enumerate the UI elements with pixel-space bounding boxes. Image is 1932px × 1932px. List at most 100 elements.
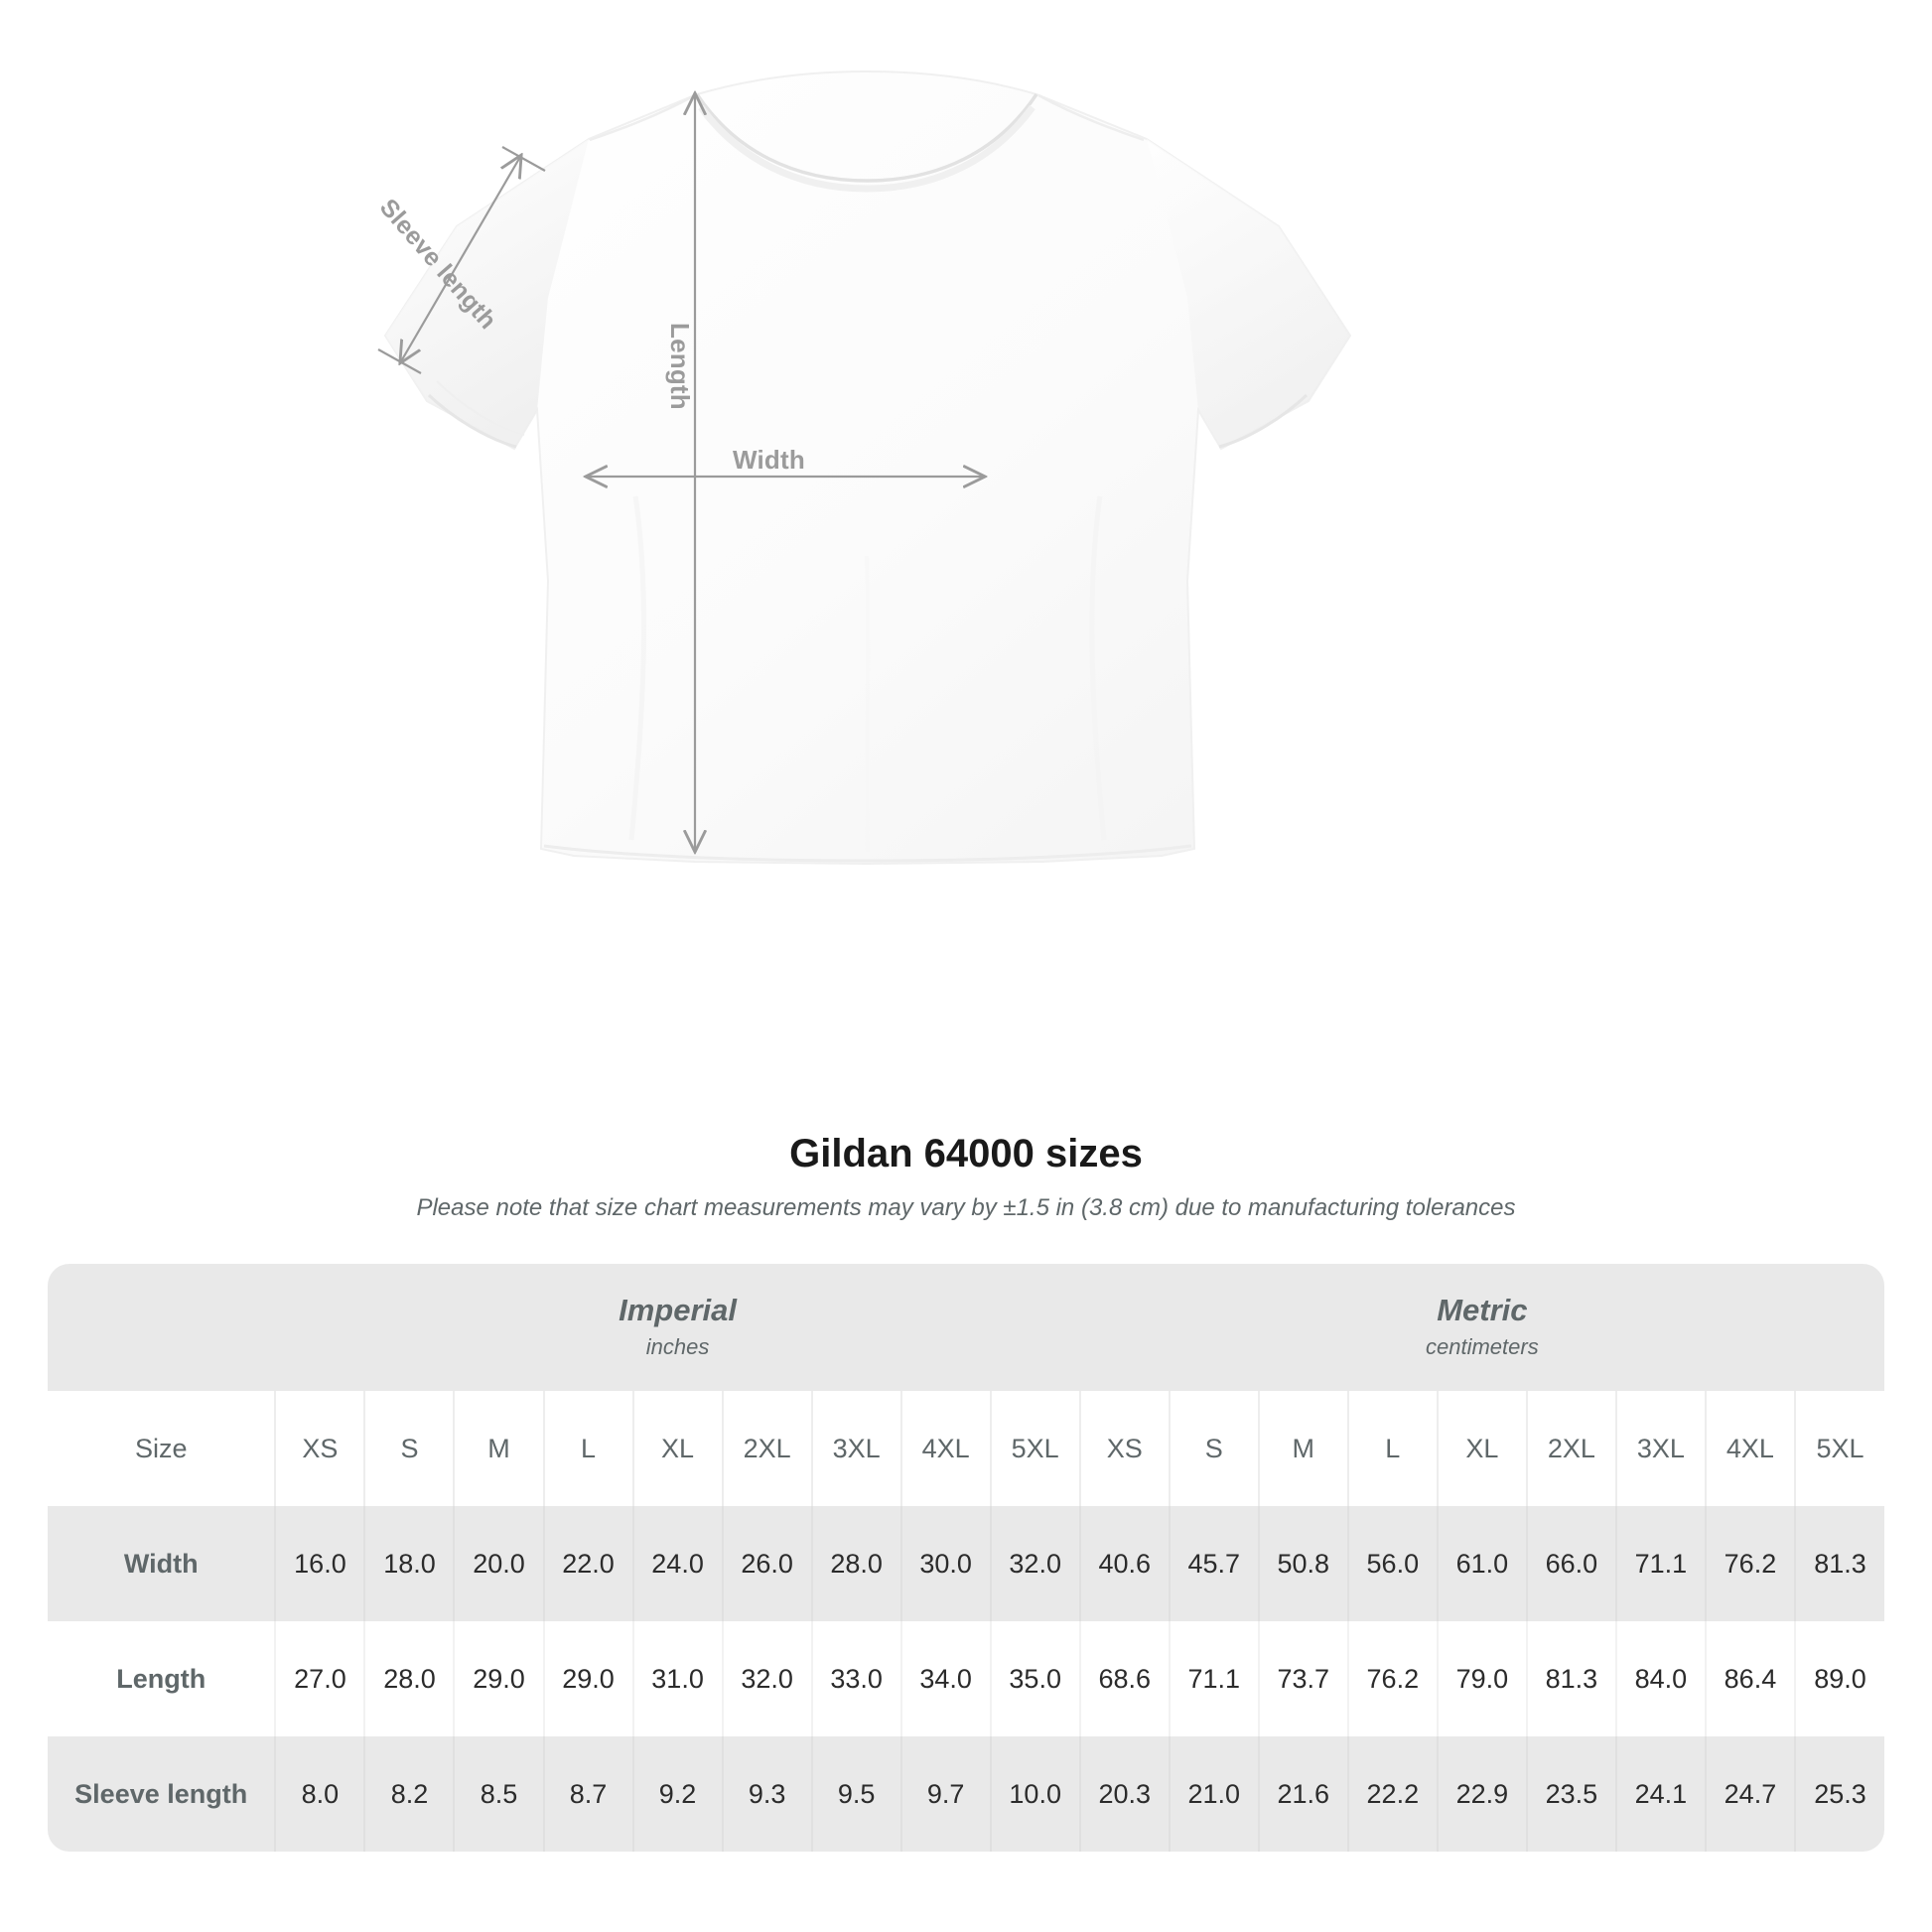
cell-length-metric-2xl: 81.3 [1525,1621,1616,1736]
cell-sleeve-imperial-3xl: 9.5 [810,1736,901,1852]
cell-width-imperial-l: 22.0 [542,1506,633,1621]
cell-length-metric-4xl: 86.4 [1704,1621,1795,1736]
tshirt-body-shape [383,69,1352,866]
column-header-imperial-2xl: 2XL [721,1391,812,1506]
cell-sleeve-imperial-4xl: 9.7 [899,1736,991,1852]
column-header-imperial-3xl: 3XL [810,1391,901,1506]
sleeve-tick-top [501,146,546,172]
unit-group-metric-name: Metric [1437,1293,1528,1328]
cell-width-imperial-3xl: 28.0 [810,1506,901,1621]
sleeve-dimension-line [401,157,520,361]
cell-length-metric-l: 76.2 [1346,1621,1438,1736]
page-title: Gildan 64000 sizes [789,1132,1143,1175]
table-row: Length 27.0 28.0 29.0 29.0 31.0 32.0 33.… [48,1621,1884,1736]
tshirt-illustration [377,69,1352,866]
unit-group-spacer [48,1264,276,1391]
cell-width-metric-5xl: 81.3 [1793,1506,1884,1621]
cell-length-metric-xs: 68.6 [1078,1621,1170,1736]
dimension-lines [377,95,983,850]
cell-width-metric-s: 45.7 [1168,1506,1259,1621]
heading-block: Gildan 64000 sizes Please note that size… [0,1122,1932,1222]
length-label: Length [665,323,695,410]
unit-group-imperial-sub: inches [645,1333,710,1359]
column-header-metric-xs: XS [1078,1391,1170,1506]
cell-width-metric-l: 56.0 [1346,1506,1438,1621]
cell-length-imperial-m: 29.0 [453,1621,544,1736]
column-header-imperial-xl: XL [631,1391,723,1506]
tolerance-note: Please note that size chart measurements… [416,1194,1516,1221]
cell-width-imperial-4xl: 30.0 [899,1506,991,1621]
cell-sleeve-metric-l: 22.2 [1346,1736,1438,1852]
cell-length-imperial-2xl: 32.0 [721,1621,812,1736]
cell-sleeve-imperial-5xl: 10.0 [989,1736,1080,1852]
cell-length-metric-5xl: 89.0 [1793,1621,1884,1736]
size-chart-table: Imperial inches Metric centimeters Size … [48,1264,1884,1852]
cell-length-metric-m: 73.7 [1257,1621,1348,1736]
cell-width-imperial-s: 18.0 [363,1506,455,1621]
cell-sleeve-metric-xs: 20.3 [1078,1736,1170,1852]
column-header-size: Size [48,1391,276,1506]
column-header-metric-3xl: 3XL [1614,1391,1706,1506]
column-header-imperial-m: M [453,1391,544,1506]
size-header-row: Size XS S M L XL 2XL 3XL 4XL 5XL XS S M … [48,1391,1884,1506]
unit-group-metric-sub: centimeters [1425,1333,1539,1359]
cell-length-metric-3xl: 84.0 [1614,1621,1706,1736]
cell-width-imperial-m: 20.0 [453,1506,544,1621]
cell-length-imperial-xl: 31.0 [631,1621,723,1736]
column-header-metric-4xl: 4XL [1704,1391,1795,1506]
column-header-imperial-l: L [542,1391,633,1506]
cell-width-metric-4xl: 76.2 [1704,1506,1795,1621]
cell-sleeve-imperial-m: 8.5 [453,1736,544,1852]
cell-sleeve-metric-2xl: 23.5 [1525,1736,1616,1852]
cell-length-imperial-5xl: 35.0 [989,1621,1080,1736]
cell-sleeve-imperial-2xl: 9.3 [721,1736,812,1852]
column-header-metric-2xl: 2XL [1525,1391,1616,1506]
cell-sleeve-metric-5xl: 25.3 [1793,1736,1884,1852]
cell-length-imperial-4xl: 34.0 [899,1621,991,1736]
cell-length-imperial-l: 29.0 [542,1621,633,1736]
cell-width-metric-2xl: 66.0 [1525,1506,1616,1621]
cell-length-imperial-s: 28.0 [363,1621,455,1736]
cell-sleeve-imperial-xl: 9.2 [631,1736,723,1852]
cell-length-metric-xl: 79.0 [1436,1621,1527,1736]
cell-width-metric-3xl: 71.1 [1614,1506,1706,1621]
cell-sleeve-metric-xl: 22.9 [1436,1736,1527,1852]
width-label: Width [733,445,805,475]
size-chart-table-wrapper: Imperial inches Metric centimeters Size … [48,1264,1884,1852]
cell-sleeve-metric-m: 21.6 [1257,1736,1348,1852]
row-label-sleeve-length: Sleeve length [48,1736,276,1852]
column-header-metric-m: M [1257,1391,1348,1506]
cell-sleeve-imperial-s: 8.2 [363,1736,455,1852]
column-header-imperial-4xl: 4XL [899,1391,991,1506]
column-header-imperial-s: S [363,1391,455,1506]
cell-length-metric-s: 71.1 [1168,1621,1259,1736]
column-header-metric-l: L [1346,1391,1438,1506]
unit-group-imperial-name: Imperial [619,1293,737,1328]
column-header-metric-xl: XL [1436,1391,1527,1506]
row-label-width: Width [48,1506,276,1621]
cell-sleeve-metric-s: 21.0 [1168,1736,1259,1852]
cell-sleeve-imperial-l: 8.7 [542,1736,633,1852]
column-header-imperial-xs: XS [274,1391,365,1506]
unit-group-metric: Metric centimeters [1079,1264,1884,1391]
cell-sleeve-metric-3xl: 24.1 [1614,1736,1706,1852]
cell-width-imperial-2xl: 26.0 [721,1506,812,1621]
cell-width-imperial-xs: 16.0 [274,1506,365,1621]
table-row: Width 16.0 18.0 20.0 22.0 24.0 26.0 28.0… [48,1506,1884,1621]
cell-width-imperial-5xl: 32.0 [989,1506,1080,1621]
cell-width-metric-xs: 40.6 [1078,1506,1170,1621]
cell-length-imperial-3xl: 33.0 [810,1621,901,1736]
cell-width-metric-m: 50.8 [1257,1506,1348,1621]
column-header-imperial-5xl: 5XL [989,1391,1080,1506]
unit-group-imperial: Imperial inches [275,1264,1080,1391]
cell-length-imperial-xs: 27.0 [274,1621,365,1736]
cell-width-imperial-xl: 24.0 [631,1506,723,1621]
cell-width-metric-xl: 61.0 [1436,1506,1527,1621]
unit-group-row: Imperial inches Metric centimeters [48,1264,1884,1391]
row-label-length: Length [48,1621,276,1736]
cell-sleeve-imperial-xs: 8.0 [274,1736,365,1852]
table-row: Sleeve length 8.0 8.2 8.5 8.7 9.2 9.3 9.… [48,1736,1884,1852]
column-header-metric-5xl: 5XL [1793,1391,1884,1506]
sleeve-tick-bottom [377,348,422,374]
tshirt-diagram: Sleeve length Length Width [374,69,1352,866]
